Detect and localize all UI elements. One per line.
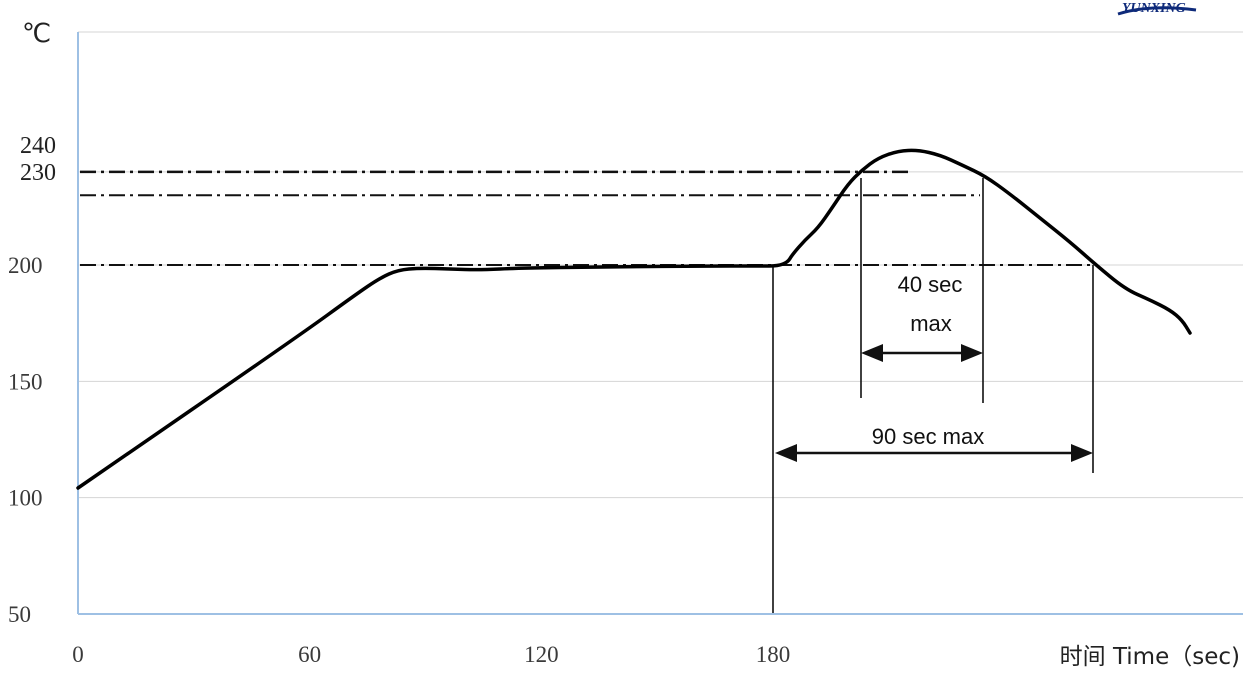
y-tick-label-100: 100	[8, 486, 43, 511]
y-unit-label: ℃	[22, 19, 51, 48]
temperature-profile-line	[76, 148, 1192, 490]
y-tick-label-230: 230	[20, 160, 56, 186]
temperature-curve	[76, 148, 1192, 490]
annotation-40-sec-line2: max	[910, 311, 952, 336]
y-tick-label-50: 50	[8, 602, 31, 627]
y-tick-label-200: 200	[8, 253, 43, 278]
arrow-40-sec-head-left	[861, 344, 883, 362]
x-tick-label-0: 0	[72, 642, 84, 667]
logo-swoosh	[1117, 6, 1197, 16]
arrow-90-sec	[775, 444, 1093, 462]
x-tick-label-60: 60	[298, 642, 321, 667]
x-tick-label-180: 180	[756, 642, 791, 667]
arrow-40-sec-head-right	[961, 344, 983, 362]
duration-annotations: 40 sec max 90 sec max	[775, 272, 1093, 462]
reference-lines	[80, 170, 1094, 614]
y-tick-label-150: 150	[8, 369, 43, 394]
annotation-90-sec: 90 sec max	[872, 424, 985, 449]
y-tick-label-240: 240	[20, 133, 56, 159]
axes	[77, 32, 1243, 615]
arrow-40-sec	[861, 344, 983, 362]
brand-logo: YUNXING	[1117, 1, 1197, 16]
x-axis-label: 时间 Time（sec)	[1060, 644, 1240, 670]
x-tick-label-120: 120	[524, 642, 559, 667]
annotation-40-sec-line1: 40 sec	[898, 272, 963, 297]
logo-text: YUNXING	[1122, 1, 1186, 16]
arrow-90-sec-head-left	[775, 444, 797, 462]
arrow-90-sec-head-right	[1071, 444, 1093, 462]
